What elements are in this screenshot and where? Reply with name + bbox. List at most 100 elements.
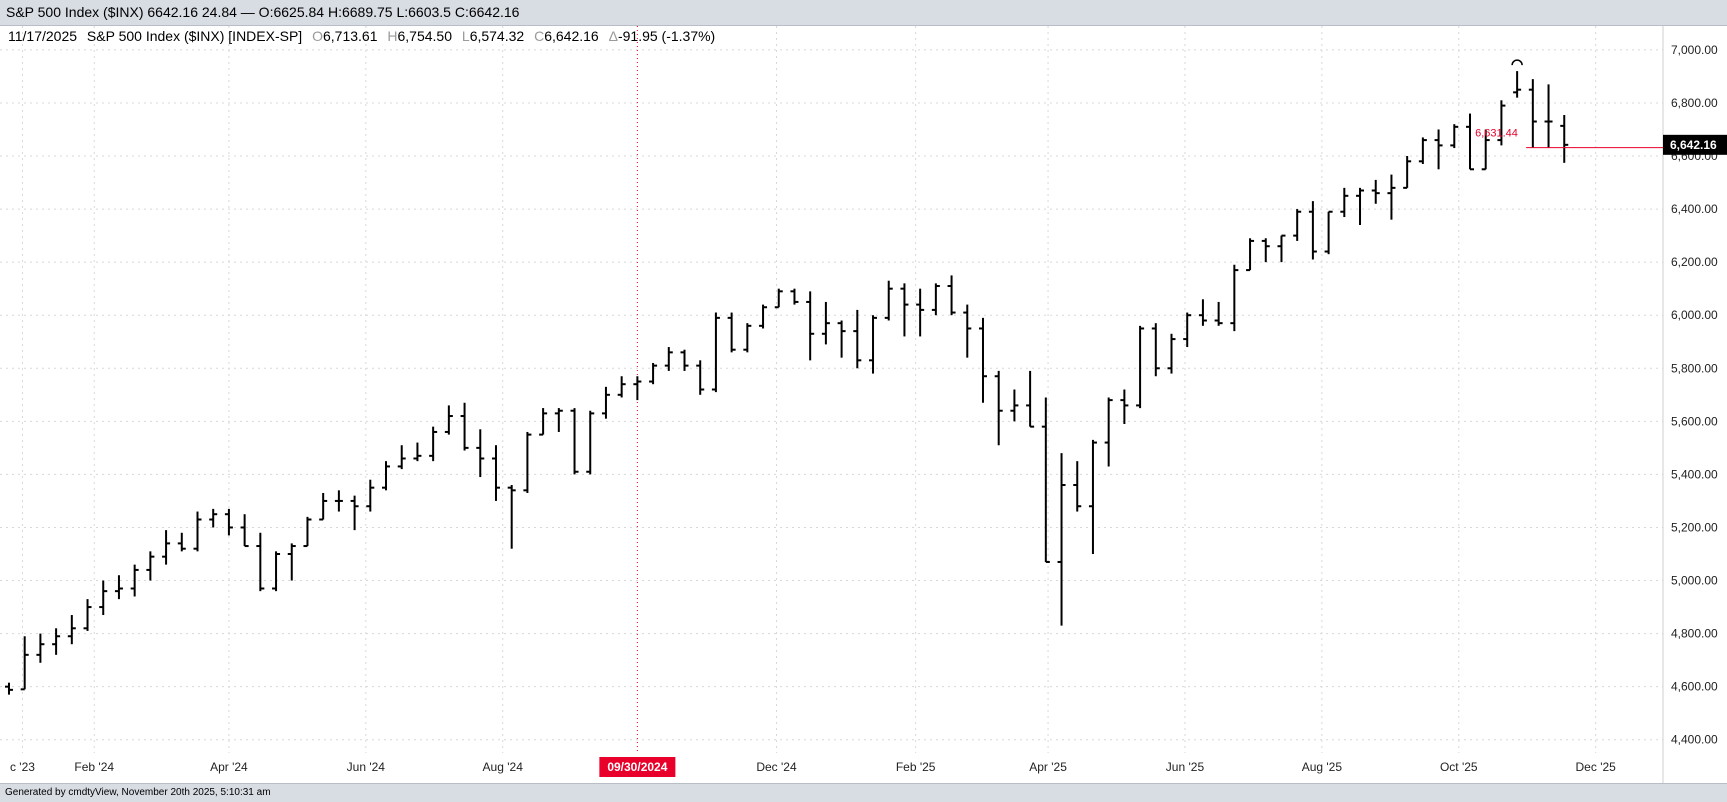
x-tick-label: Aug '25 — [1302, 760, 1343, 774]
ohlc-bar — [1246, 238, 1255, 272]
ohlc-bar — [429, 426, 438, 462]
ohlc-bar — [1324, 210, 1333, 255]
ohlc-bar — [1387, 174, 1396, 220]
ohlc-bar — [931, 283, 940, 316]
last-price-badge: 6,642.16 — [1663, 134, 1727, 155]
header-open: 6,713.61 — [323, 28, 378, 44]
ohlc-bar — [1261, 238, 1270, 263]
ohlc-bar — [83, 599, 92, 631]
ohlc-bar — [507, 485, 516, 549]
ohlc-bar — [900, 283, 909, 337]
ohlc-bar — [633, 376, 642, 401]
status-footer: Generated by cmdtyView, November 20th 20… — [0, 783, 1727, 802]
header-high-label: H — [387, 28, 397, 44]
ohlc-bar — [884, 280, 893, 321]
ohlc-bar — [523, 431, 532, 493]
ohlc-bar — [759, 304, 768, 329]
ohlc-bar — [743, 323, 752, 353]
window-title: S&P 500 Index ($INX) 6642.16 24.84 — O:6… — [6, 4, 520, 20]
x-axis: c '23 Feb '24 Apr '24 Jun '24 Aug '24 Dec '24… — [10, 760, 1616, 774]
ohlc-bar — [1560, 115, 1569, 163]
ohlc-bar — [130, 564, 139, 597]
header-date: 11/17/2025 — [8, 28, 77, 44]
ohlc-bar — [570, 408, 579, 475]
ohlc-bar — [491, 445, 500, 501]
ohlc-bar — [727, 312, 736, 353]
ohlc-bar — [978, 317, 987, 403]
ohlc-bar — [382, 461, 391, 491]
ohlc-bar — [1073, 461, 1082, 512]
window-title-bar: S&P 500 Index ($INX) 6642.16 24.84 — O:6… — [0, 0, 1727, 26]
ohlc-bar — [1214, 301, 1223, 326]
x-tick-label: c '23 — [10, 760, 35, 774]
ohlc-bar — [193, 511, 202, 552]
ohlc-bar — [146, 551, 155, 581]
ohlc-bar — [1481, 129, 1490, 171]
header-close: 6,642.16 — [544, 28, 599, 44]
x-tick-label: Feb '25 — [896, 760, 936, 774]
ohlc-bar — [1167, 333, 1176, 374]
header-high: 6,754.50 — [398, 28, 453, 44]
x-tick-label: Dec '24 — [756, 760, 797, 774]
y-tick-label: 4,400.00 — [1671, 733, 1718, 747]
ohlc-bar — [67, 615, 76, 645]
ohlc-bar — [476, 429, 485, 478]
x-tick-label: Oct '25 — [1440, 760, 1478, 774]
generated-note: Generated by cmdtyView, November 20th 20… — [5, 787, 271, 798]
ohlc-bar — [1450, 124, 1459, 149]
y-axis: 7,000.006,800.006,600.006,400.006,200.00… — [1671, 43, 1718, 747]
ohlc-bar — [334, 490, 343, 512]
y-tick-label: 6,400.00 — [1671, 202, 1718, 216]
x-tick-label: Jun '24 — [347, 760, 386, 774]
ohlc-bar — [1340, 187, 1349, 218]
ohlc-bar — [1277, 234, 1286, 263]
ohlc-bar — [1293, 209, 1302, 241]
y-tick-label: 6,200.00 — [1671, 255, 1718, 269]
price-chart[interactable]: 6,631.44 7,000.006,800.006,600.006,400.0… — [0, 26, 1727, 783]
y-tick-label: 5,800.00 — [1671, 361, 1718, 375]
ohlc-bar — [554, 408, 563, 432]
y-tick-label: 5,600.00 — [1671, 414, 1718, 428]
peak-marker — [1511, 59, 1523, 66]
x-tick-label: Feb '24 — [74, 760, 114, 774]
ohlc-bar — [1151, 323, 1160, 377]
ohlc-bar — [963, 304, 972, 358]
ohlc-bar — [664, 347, 673, 371]
ohlc-bar — [1434, 129, 1443, 170]
chart-grid — [0, 26, 1663, 753]
header-symbol: S&P 500 Index ($INX) [INDEX-SP] — [87, 28, 302, 44]
ohlc-bar — [1544, 84, 1553, 149]
ohlc-bar — [617, 376, 626, 398]
ohlc-bar — [287, 543, 296, 581]
ohlc-bar — [1088, 439, 1097, 555]
ohlc-bar — [1120, 389, 1129, 424]
ohlc-bar — [1465, 113, 1474, 171]
x-tick-label: Dec '25 — [1576, 760, 1617, 774]
header-low-label: L — [462, 28, 470, 44]
ohlc-bar — [1198, 299, 1207, 326]
ohlc-bar — [947, 275, 956, 316]
ohlc-bar — [460, 402, 469, 451]
header-low: 6,574.32 — [470, 28, 525, 44]
ohlc-bar — [1403, 156, 1412, 189]
header-change: -91.95 (-1.37%) — [618, 28, 715, 44]
header-open-label: O — [312, 28, 323, 44]
ohlc-bar — [1308, 201, 1317, 260]
ohlc-bar — [711, 312, 720, 393]
ohlc-bar — [1418, 137, 1427, 164]
ohlc-bar — [696, 360, 705, 395]
ohlc-bar — [774, 288, 783, 309]
ohlc-bars — [4, 71, 1569, 695]
ohlc-bar — [1497, 100, 1506, 146]
x-tick-label: Apr '25 — [1029, 760, 1067, 774]
x-tick-label: Jun '25 — [1166, 760, 1205, 774]
y-tick-label: 6,000.00 — [1671, 308, 1718, 322]
y-tick-label: 5,200.00 — [1671, 520, 1718, 534]
x-tick-label: Aug '24 — [483, 760, 524, 774]
ohlc-bar — [413, 442, 422, 462]
ohlc-bar — [539, 408, 548, 436]
ohlc-bar — [821, 301, 830, 345]
y-tick-label: 5,400.00 — [1671, 467, 1718, 481]
ohlc-bar — [303, 516, 312, 548]
header-change-label: Δ — [609, 28, 618, 44]
